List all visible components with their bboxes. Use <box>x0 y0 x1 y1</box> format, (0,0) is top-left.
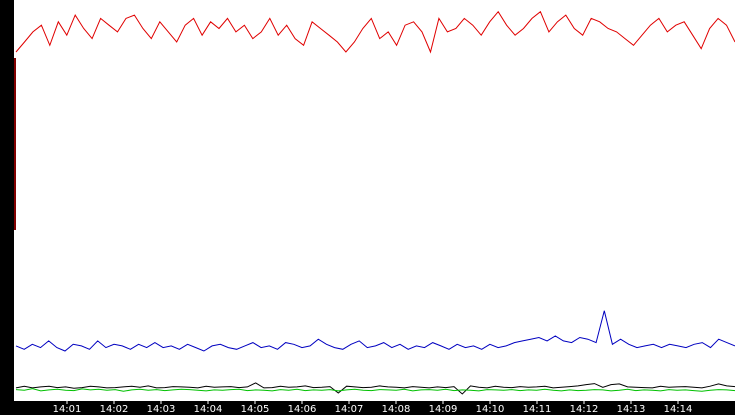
series-line-4 <box>15 388 735 392</box>
x-tick-label: 14:11 <box>523 404 552 415</box>
y-tick-label: 5924 <box>1 199 12 224</box>
y-tick-label: 2369 <box>1 318 12 343</box>
x-tick-label: 14:14 <box>664 404 693 415</box>
series-group <box>15 10 735 395</box>
y-axis <box>0 0 14 401</box>
y-tick-label: 4739 <box>1 239 12 264</box>
x-tick-label: 14:05 <box>241 404 270 415</box>
y-tick-labels: 0 1184 2369 3554 4739 5924 7109 8294 9479 10664 11… <box>1 2 12 398</box>
y-tick-label: 1184 <box>1 358 12 383</box>
series-line-3 <box>15 382 735 395</box>
x-tick-label: 14:04 <box>194 404 223 415</box>
x-axis <box>0 401 735 415</box>
x-tick-label: 14:09 <box>429 404 458 415</box>
x-tick-label: 14:10 <box>476 404 505 415</box>
x-tick-label: 14:07 <box>335 404 364 415</box>
x-tick-label: 14:12 <box>570 404 599 415</box>
series-line-2 <box>15 310 735 352</box>
y-tick-label: 3554 <box>1 279 12 304</box>
x-tick-label: 14:02 <box>100 404 129 415</box>
x-tick-labels: 14:01 14:02 14:03 14:04 14:05 14:06 14:07 14:08… <box>53 401 693 415</box>
y-axis-marker <box>14 58 16 230</box>
y-tick-label: 8294 <box>1 119 12 144</box>
y-tick-label: 10664 <box>1 40 12 72</box>
x-tick-label: 14:08 <box>382 404 411 415</box>
y-tick-label: 7109 <box>1 159 12 184</box>
x-tick-label: 14:13 <box>617 404 646 415</box>
x-tick-label: 14:01 <box>53 404 82 415</box>
y-tick-label: 11849 <box>1 2 12 34</box>
y-tick-label: 9479 <box>1 80 12 105</box>
x-tick-label: 14:03 <box>147 404 176 415</box>
series-line-1 <box>15 10 735 54</box>
x-tick-label: 14:06 <box>288 404 317 415</box>
y-tick-label: 0 <box>1 392 12 398</box>
